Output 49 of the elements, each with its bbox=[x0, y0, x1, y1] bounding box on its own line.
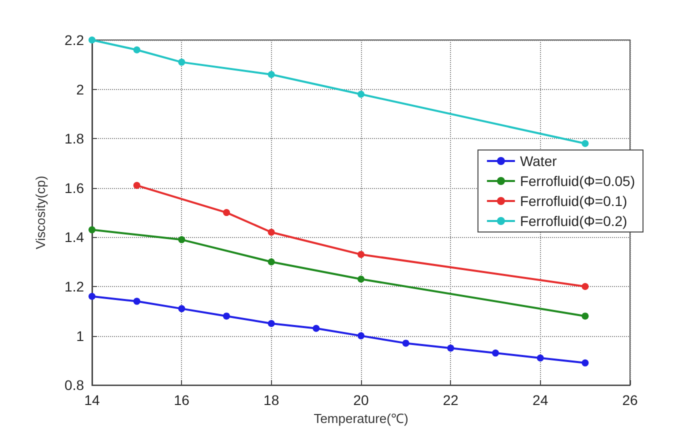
point bbox=[312, 324, 320, 332]
x-tick-label: 20 bbox=[353, 392, 369, 408]
point bbox=[268, 320, 275, 327]
point bbox=[358, 250, 364, 258]
legend-label: Water bbox=[520, 153, 558, 169]
point bbox=[223, 209, 230, 216]
point bbox=[582, 359, 589, 366]
y-tick-label: 1 bbox=[76, 328, 84, 344]
y-axis-title: Viscosity(cp) bbox=[33, 176, 48, 250]
point bbox=[88, 292, 96, 300]
point bbox=[178, 305, 186, 312]
legend-label: Ferrofluid(Φ=0.2) bbox=[520, 213, 628, 229]
point bbox=[492, 350, 499, 357]
point bbox=[358, 332, 364, 340]
point bbox=[178, 58, 186, 66]
x-tick-label: 24 bbox=[532, 392, 548, 408]
legend-label: Ferrofluid(Φ=0.05) bbox=[520, 173, 636, 189]
point bbox=[88, 36, 96, 44]
x-axis-title: Temperature(℃) bbox=[314, 411, 408, 426]
point bbox=[88, 226, 96, 234]
point bbox=[178, 236, 186, 244]
point bbox=[582, 283, 589, 290]
point bbox=[268, 258, 275, 266]
point bbox=[133, 298, 140, 305]
point bbox=[582, 312, 589, 320]
point bbox=[268, 71, 275, 78]
x-tick-label: 26 bbox=[622, 392, 638, 408]
y-tick-label: 0.8 bbox=[64, 377, 84, 394]
point bbox=[358, 90, 364, 98]
point bbox=[133, 46, 140, 54]
point bbox=[402, 340, 410, 347]
point bbox=[582, 140, 589, 148]
point bbox=[447, 344, 454, 352]
legend-label: Ferrofluid(Φ=0.1) bbox=[520, 193, 628, 209]
y-tick-label: 2.2 bbox=[64, 32, 84, 48]
y-tick-label: 1.8 bbox=[64, 130, 84, 147]
y-tick-label: 1.6 bbox=[64, 180, 84, 196]
x-tick-label: 14 bbox=[84, 392, 100, 408]
y-tick-label: 1.4 bbox=[64, 229, 84, 246]
y-tick-label: 2 bbox=[76, 81, 84, 98]
point bbox=[536, 354, 544, 362]
point bbox=[133, 182, 140, 189]
y-tick-label: 1.2 bbox=[64, 278, 84, 294]
x-tick-label: 22 bbox=[442, 392, 459, 408]
point bbox=[268, 228, 275, 236]
point bbox=[223, 312, 230, 320]
point bbox=[358, 276, 364, 283]
x-tick-label: 16 bbox=[174, 392, 190, 408]
x-tick-label: 18 bbox=[264, 392, 280, 408]
